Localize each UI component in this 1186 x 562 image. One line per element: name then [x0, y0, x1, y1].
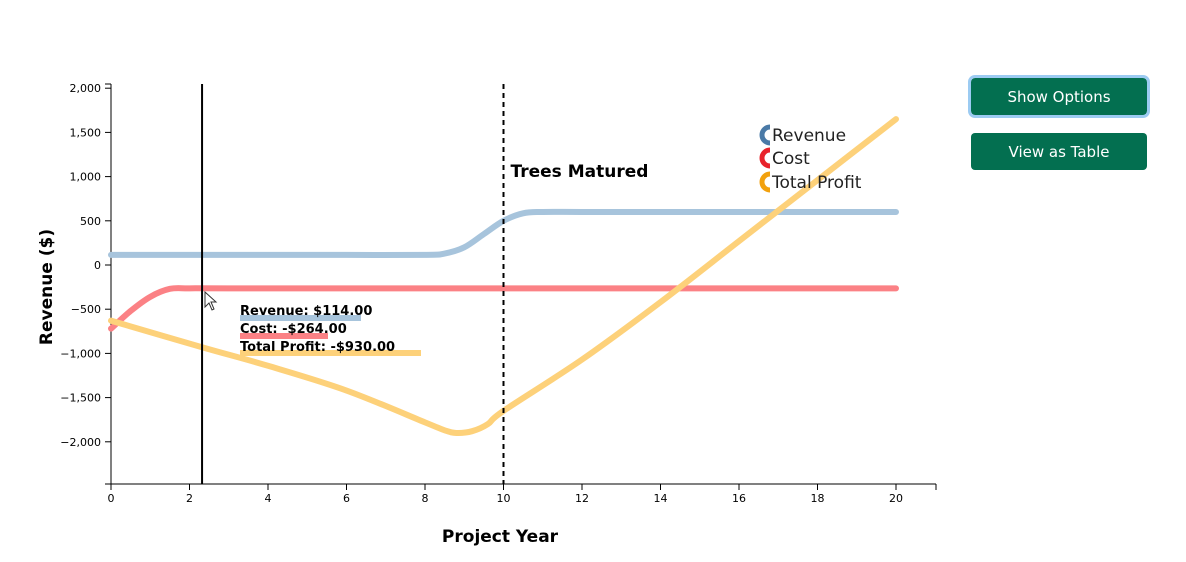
y-tick-label: −2,000	[60, 436, 101, 449]
x-tick-label: 10	[497, 492, 511, 505]
legend-label: Revenue	[772, 126, 846, 146]
x-tick-label: 2	[186, 492, 193, 505]
y-tick-label: 500	[80, 215, 101, 228]
legend-swatch-icon	[759, 124, 771, 146]
x-tick-label: 16	[732, 492, 746, 505]
legend-swatch-icon	[759, 147, 771, 169]
legend-label: Cost	[772, 149, 810, 169]
x-tick-label: 12	[575, 492, 589, 505]
tooltip-text: Total Profit: -$930.00	[240, 340, 395, 355]
view-as-table-button[interactable]: View as Table	[971, 133, 1147, 170]
legend-swatch-icon	[759, 171, 771, 193]
x-tick-label: 20	[889, 492, 903, 505]
trees-matured-label: Trees Matured	[511, 162, 649, 182]
revenue-line	[108, 208, 899, 259]
x-tick-label: 8	[422, 492, 429, 505]
y-tick-label: −1,500	[60, 392, 101, 405]
y-tick-label: 2,000	[70, 82, 102, 95]
tooltip-text: Revenue: $114.00	[240, 304, 372, 319]
legend-label: Total Profit	[771, 173, 862, 193]
y-tick-label: 1,000	[70, 171, 102, 184]
y-tick-label: −1,000	[60, 347, 101, 360]
cost-line	[108, 285, 899, 332]
total-profit-line	[108, 116, 899, 436]
x-tick-label: 14	[654, 492, 668, 505]
x-axis-title: Project Year	[442, 527, 559, 547]
y-tick-label: 1,500	[70, 126, 102, 139]
tooltip-text: Cost: -$264.00	[240, 322, 347, 337]
y-tick-label: 0	[94, 259, 101, 272]
mouse-pointer-icon	[204, 290, 218, 311]
show-options-button[interactable]: Show Options	[968, 75, 1150, 118]
x-tick-label: 6	[343, 492, 350, 505]
y-tick-label: −500	[71, 303, 101, 316]
x-tick-label: 0	[108, 492, 115, 505]
x-tick-label: 4	[265, 492, 272, 505]
x-tick-label: 18	[811, 492, 825, 505]
y-axis-title: Revenue ($)	[37, 229, 57, 345]
